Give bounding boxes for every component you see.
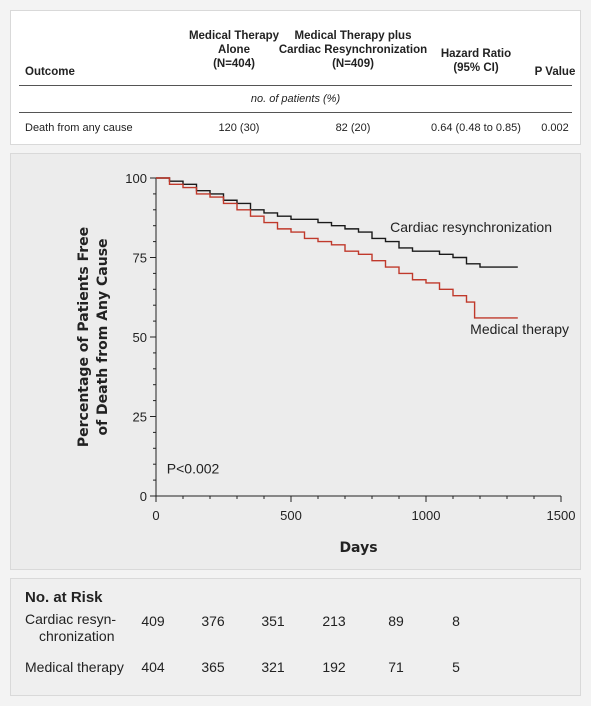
row-divider — [19, 112, 572, 113]
cell-hazard: 0.64 (0.48 to 0.85) — [431, 122, 521, 134]
risk-label-crt-line2: chronization — [39, 628, 115, 644]
series-label-crt: Cardiac resynchronization — [390, 219, 552, 235]
risk-title: No. at Risk — [25, 589, 103, 606]
header-hazard-ratio: Hazard Ratio (95% CI) — [421, 47, 531, 75]
risk-value: 192 — [322, 659, 346, 675]
subheader-caption: no. of patients (%) — [250, 93, 341, 105]
risk-value: 5 — [452, 659, 460, 675]
y-tick-label: 0 — [140, 489, 147, 504]
p-value-annotation: P<0.002 — [167, 461, 220, 477]
header-crt-line1: Medical Therapy plus — [294, 30, 412, 42]
risk-value: 321 — [261, 659, 285, 675]
header-crt-line2: Cardiac Resynchronization — [278, 44, 428, 56]
risk-value: 71 — [388, 659, 404, 675]
header-crt: Medical Therapy plus Cardiac Resynchroni… — [273, 29, 433, 71]
y-tick-label: 75 — [133, 251, 147, 266]
x-tick-label: 0 — [152, 508, 159, 523]
y-axis-title-line1: Percentage of Patients Free — [76, 227, 92, 447]
chart-axes: 0 500 1000 1500 0 25 50 75 100 — [125, 171, 575, 523]
cell-crt: 82 (20) — [335, 122, 371, 134]
header-hr-line2: (95% CI) — [453, 62, 499, 74]
series-line-medical — [156, 177, 518, 319]
header-med-line3: (N=404) — [213, 58, 255, 70]
risk-value: 213 — [322, 613, 346, 629]
risk-value: 351 — [261, 613, 285, 629]
risk-value: 376 — [201, 613, 225, 629]
header-medical-therapy: Medical Therapy Alone (N=404) — [179, 29, 289, 71]
risk-label-crt: Cardiac resyn- chronization — [25, 611, 116, 645]
chart-labels: Days Percentage of Patients Free of Death … — [76, 219, 569, 556]
header-outcome: Outcome — [25, 66, 75, 78]
header-p-value: P Value — [534, 66, 576, 78]
y-tick-label: 100 — [125, 171, 147, 186]
chart-series — [156, 177, 518, 319]
outcome-table: Outcome Medical Therapy Alone (N=404) Me… — [10, 10, 581, 145]
risk-table: No. at Risk Cardiac resyn- chronization … — [10, 578, 581, 696]
x-axis-title: Days — [339, 540, 377, 556]
y-axis-title-line2: of Death from Any Cause — [95, 238, 111, 435]
header-crt-line3: (N=409) — [332, 58, 374, 70]
risk-label-medical: Medical therapy — [25, 659, 124, 675]
risk-value: 409 — [141, 613, 165, 629]
series-label-medical: Medical therapy — [470, 321, 569, 337]
header-divider — [19, 85, 572, 86]
header-med-line2: Alone — [218, 44, 250, 56]
risk-value: 404 — [141, 659, 165, 675]
y-tick-label: 50 — [133, 330, 147, 345]
cell-p: 0.002 — [541, 122, 569, 134]
risk-label-crt-line1: Cardiac resyn- — [25, 611, 117, 627]
y-tick-label: 25 — [133, 410, 147, 425]
x-tick-label: 500 — [280, 508, 302, 523]
header-hr-line1: Hazard Ratio — [440, 48, 512, 60]
x-tick-label: 1500 — [547, 508, 576, 523]
risk-value: 365 — [201, 659, 225, 675]
x-tick-label: 1000 — [412, 508, 441, 523]
survival-chart: 0 500 1000 1500 0 25 50 75 100 Days Percentage of… — [76, 171, 575, 556]
cell-outcome: Death from any cause — [25, 122, 133, 134]
survival-chart-panel: 0 500 1000 1500 0 25 50 75 100 Days Percentage of… — [10, 153, 581, 570]
cell-medical: 120 (30) — [218, 122, 260, 134]
risk-value: 8 — [452, 613, 460, 629]
risk-value: 89 — [388, 613, 404, 629]
header-med-line1: Medical Therapy — [188, 30, 280, 42]
